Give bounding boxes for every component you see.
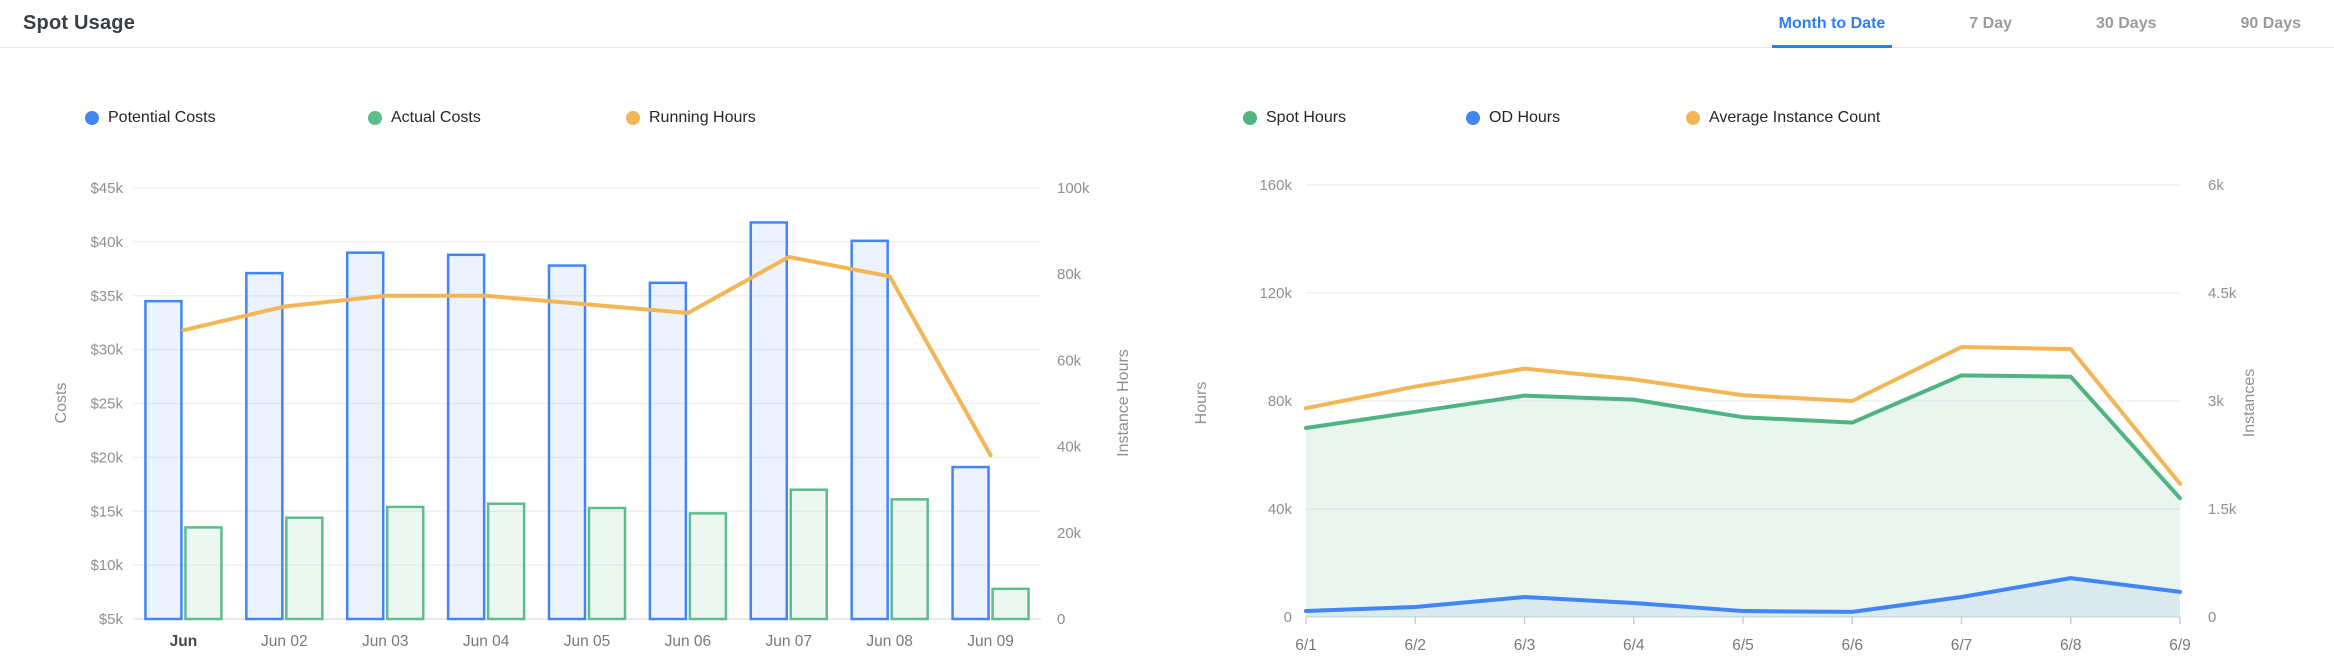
line-running-hours	[181, 254, 993, 458]
area-od-hours	[1306, 578, 2180, 617]
bar-potential-costs	[144, 299, 183, 621]
x-axis-tick-label: Jun 05	[564, 633, 611, 650]
legend-label: Actual Costs	[391, 109, 481, 126]
bar-potential-costs	[547, 264, 587, 621]
x-axis-tick-label: 6/3	[1514, 637, 1536, 654]
bar-potential-costs	[951, 465, 990, 621]
bar-actual-costs	[688, 512, 728, 621]
x-axis-tick-label: Jun 03	[362, 633, 409, 650]
bar-actual-costs	[890, 498, 929, 621]
legend-item-average-instance-count[interactable]: Average Instance Count	[1686, 109, 1880, 127]
y-axis-tick-label: $15k	[90, 503, 123, 520]
y-axis-tick-label: 0	[1284, 609, 1292, 626]
y-axis-tick-label: $40k	[90, 234, 123, 251]
secondary-y-axis-tick-label: 3k	[2208, 393, 2224, 410]
bar-actual-costs	[184, 526, 223, 621]
y-axis-title: Hours	[1193, 382, 1210, 425]
bar-potential-costs	[446, 253, 486, 621]
y-axis-tick-label: 80k	[1268, 393, 1293, 410]
x-axis-tick-label: 6/8	[2060, 637, 2082, 654]
bar-potential-costs	[850, 239, 889, 621]
bar-actual-costs	[385, 505, 425, 621]
tab-7-day[interactable]: 7 Day	[1969, 14, 2012, 32]
legend-item-spot-hours[interactable]: Spot Hours	[1243, 109, 1346, 127]
area-spot-hours	[1306, 375, 2180, 617]
x-axis-tick-label: 6/5	[1732, 637, 1754, 654]
x-axis-tick-label: 6/7	[1951, 637, 1973, 654]
secondary-y-axis-tick-label: 100k	[1057, 180, 1090, 197]
legend-item-potential-costs[interactable]: Potential Costs	[85, 109, 216, 127]
x-axis-tick-label: Jun 08	[866, 633, 913, 650]
secondary-y-axis-tick-label: 6k	[2208, 177, 2224, 194]
x-axis-tick-label: 6/1	[1295, 637, 1317, 654]
x-axis-tick-label: Jun 06	[665, 633, 712, 650]
secondary-y-axis-tick-label: 20k	[1057, 525, 1082, 542]
running-hours-dot-icon	[626, 111, 640, 125]
x-axis-tick-label: Jun 02	[261, 633, 308, 650]
tab-month-to-date[interactable]: Month to Date	[1771, 0, 1893, 48]
legend-label: Spot Hours	[1266, 109, 1347, 126]
bar-potential-costs	[648, 281, 688, 621]
x-axis-tick-label: Jun 09	[967, 633, 1014, 650]
x-axis-tick-label: Jun	[170, 633, 198, 650]
line-spot-hours	[1304, 373, 2182, 501]
tab-90-days[interactable]: 90 Days	[2240, 14, 2302, 32]
average-instance-count-dot-icon	[1686, 111, 1700, 125]
legend-label: Running Hours	[649, 109, 756, 126]
secondary-y-axis-tick-label: 80k	[1057, 266, 1082, 283]
bar-actual-costs	[587, 506, 627, 621]
secondary-y-axis-tick-label: 60k	[1057, 352, 1082, 369]
y-axis-tick-label: 120k	[1259, 285, 1292, 302]
x-axis-tick-label: 6/4	[1623, 637, 1645, 654]
y-axis-tick-label: $35k	[90, 288, 123, 305]
page-title: Spot Usage	[23, 12, 136, 34]
secondary-y-axis-tick-label: 40k	[1057, 439, 1082, 456]
actual-costs-dot-icon	[368, 111, 382, 125]
x-axis-tick-label: Jun 07	[766, 633, 813, 650]
y-axis-tick-label: $45k	[90, 180, 123, 197]
y-axis-tick-label: 40k	[1268, 501, 1293, 518]
legend-label: Potential Costs	[108, 109, 216, 126]
legend-label: Average Instance Count	[1709, 109, 1881, 126]
legend-item-actual-costs[interactable]: Actual Costs	[368, 109, 481, 127]
x-axis-tick-label: 6/9	[2169, 637, 2191, 654]
legend-label: OD Hours	[1489, 109, 1561, 126]
secondary-y-axis-tick-label: 1.5k	[2208, 501, 2237, 518]
secondary-y-axis-tick-label: 0	[2208, 609, 2216, 626]
y-axis-tick-label: $10k	[90, 557, 123, 574]
od-hours-dot-icon	[1466, 111, 1480, 125]
spot-hours-dot-icon	[1243, 111, 1257, 125]
bar-potential-costs	[345, 251, 385, 621]
y-axis-tick-label: 160k	[1259, 177, 1292, 194]
secondary-y-axis-tick-label: 4.5k	[2208, 285, 2237, 302]
line-average-instance-count	[1304, 345, 2182, 486]
x-axis-tick-label: Jun 04	[463, 633, 510, 650]
potential-costs-dot-icon	[85, 111, 99, 125]
bar-actual-costs	[285, 516, 324, 621]
secondary-y-axis-tick-label: 0	[1057, 611, 1065, 628]
y-axis-tick-label: $25k	[90, 396, 123, 413]
x-axis-tick-label: 6/6	[1841, 637, 1863, 654]
x-axis-tick-label: 6/2	[1404, 637, 1426, 654]
legend-item-running-hours[interactable]: Running Hours	[626, 109, 756, 127]
tab-30-days[interactable]: 30 Days	[2096, 14, 2157, 32]
y-axis-tick-label: $20k	[90, 449, 123, 466]
bar-potential-costs	[245, 271, 284, 621]
bar-actual-costs	[991, 587, 1030, 621]
bar-actual-costs	[789, 488, 829, 621]
time-range-tabs: Month to Date 7 Day 30 Days 90 Days	[1771, 0, 2334, 48]
bar-actual-costs	[486, 502, 526, 621]
header-bar: Spot Usage Month to Date 7 Day 30 Days 9…	[0, 0, 2334, 48]
y-axis-tick-label: $5k	[99, 611, 124, 628]
line-od-hours	[1304, 576, 2182, 614]
bar-potential-costs	[749, 221, 789, 621]
y-axis-title: Costs	[53, 383, 70, 424]
y-axis-tick-label: $30k	[90, 342, 123, 359]
secondary-y-axis-title: Instance Hours	[1115, 349, 1132, 457]
secondary-y-axis-title: Instances	[2241, 369, 2258, 437]
legend-item-od-hours[interactable]: OD Hours	[1466, 109, 1560, 127]
